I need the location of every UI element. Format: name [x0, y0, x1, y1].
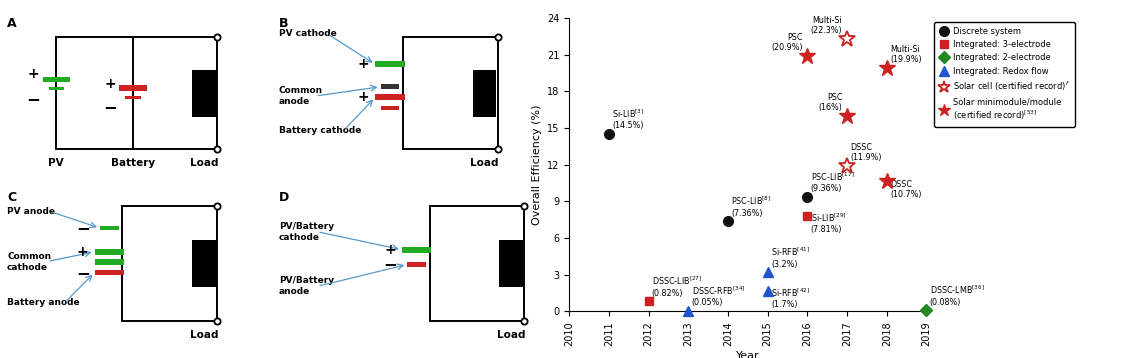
Bar [49, 87, 64, 91]
Text: +: + [357, 57, 370, 71]
Text: cathode: cathode [7, 262, 48, 271]
Text: B: B [279, 18, 288, 30]
Text: DSSC-RFB$^{[34]}$
(0.05%): DSSC-RFB$^{[34]}$ (0.05%) [692, 284, 745, 307]
Bar [119, 86, 146, 91]
Text: Battery anode: Battery anode [7, 298, 79, 307]
Text: PV anode: PV anode [7, 207, 56, 216]
Text: −: − [383, 255, 397, 274]
Text: PSC-LIB$^{[8]}$
(7.36%): PSC-LIB$^{[8]}$ (7.36%) [731, 195, 771, 218]
Text: DSSC-LMB$^{[36]}$
(0.08%): DSSC-LMB$^{[36]}$ (0.08%) [930, 284, 984, 307]
Text: PV: PV [49, 158, 64, 168]
Y-axis label: Overall Efficiency (%): Overall Efficiency (%) [532, 105, 542, 225]
Bar [375, 95, 405, 100]
Text: Load: Load [189, 330, 218, 340]
Text: PSC-LIB$^{[17]}$
(9.36%): PSC-LIB$^{[17]}$ (9.36%) [811, 170, 854, 193]
Text: Common: Common [279, 86, 323, 95]
Text: Si-LIB$^{[29]}$
(7.81%): Si-LIB$^{[29]}$ (7.81%) [811, 212, 846, 234]
Text: −: − [76, 219, 90, 237]
Bar [473, 69, 497, 117]
Text: A: A [7, 18, 17, 30]
Bar [100, 226, 119, 230]
Text: DSSC
(11.9%): DSSC (11.9%) [850, 143, 882, 162]
Text: +: + [357, 90, 370, 104]
Text: +: + [384, 243, 396, 257]
Bar [192, 69, 215, 117]
Text: PV/Battery: PV/Battery [279, 276, 335, 285]
Text: PV/Battery: PV/Battery [279, 222, 335, 231]
Text: anode: anode [279, 287, 310, 296]
Text: Common: Common [7, 252, 51, 261]
Text: PV cathode: PV cathode [279, 29, 337, 38]
Text: D: D [279, 192, 289, 204]
Text: Battery: Battery [111, 158, 155, 168]
Bar [43, 77, 69, 82]
Bar [375, 62, 405, 67]
Bar [407, 262, 426, 266]
Text: −: − [103, 98, 118, 116]
Bar [126, 96, 141, 100]
Bar [94, 270, 124, 275]
Text: Multi-Si
(19.9%): Multi-Si (19.9%) [890, 45, 922, 64]
Text: Load: Load [471, 158, 499, 168]
Text: Si-LIB$^{[3]}$
(14.5%): Si-LIB$^{[3]}$ (14.5%) [612, 108, 644, 130]
Bar [192, 240, 215, 287]
Text: −: − [76, 263, 90, 282]
Text: PSC
(20.9%): PSC (20.9%) [771, 33, 803, 52]
Text: Load: Load [497, 330, 525, 340]
Text: +: + [104, 77, 117, 91]
Text: anode: anode [279, 97, 310, 106]
X-axis label: Year: Year [736, 352, 760, 358]
Text: Battery cathode: Battery cathode [279, 126, 362, 135]
Bar [401, 247, 431, 253]
Text: cathode: cathode [279, 233, 320, 242]
Text: PSC
(16%): PSC (16%) [819, 93, 843, 112]
Text: C: C [7, 192, 16, 204]
Text: Load: Load [189, 158, 218, 168]
Bar [94, 259, 124, 265]
Text: +: + [77, 245, 88, 259]
Text: Si-RFB$^{[41]}$
(3.2%): Si-RFB$^{[41]}$ (3.2%) [771, 246, 810, 268]
Text: −: − [27, 90, 41, 108]
Text: Si-RFB$^{[42]}$
(1.7%): Si-RFB$^{[42]}$ (1.7%) [771, 286, 810, 309]
Text: +: + [28, 67, 40, 81]
Text: DSSC
(10.7%): DSSC (10.7%) [890, 179, 922, 199]
Bar [94, 249, 124, 255]
Text: Multi-Si
(22.3%): Multi-Si (22.3%) [811, 16, 843, 35]
Text: DSSC-LIB$^{[27]}$
(0.82%): DSSC-LIB$^{[27]}$ (0.82%) [652, 275, 702, 298]
Legend: Discrete system, Integrated: 3-electrode, Integrated: 2-electrode, Integrated: R: Discrete system, Integrated: 3-electrode… [934, 22, 1075, 127]
Bar [381, 106, 399, 110]
Bar [381, 84, 399, 89]
Bar [499, 240, 523, 287]
